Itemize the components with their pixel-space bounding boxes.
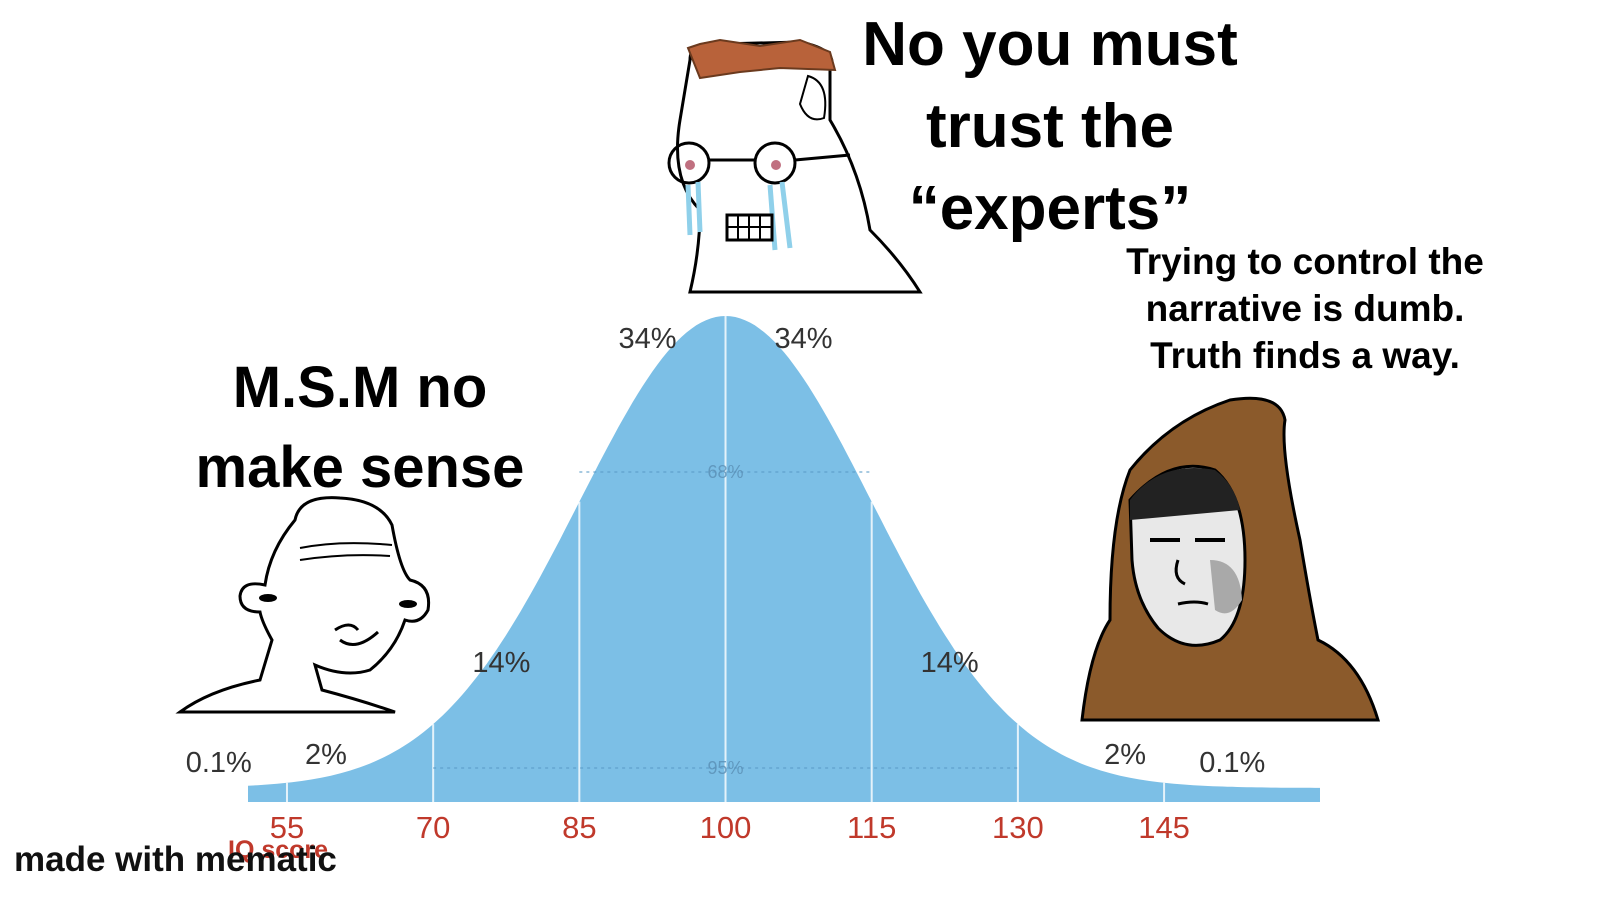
x-tick-label: 130: [992, 810, 1044, 845]
right-caption: Trying to control the narrative is dumb.…: [1126, 241, 1484, 376]
segment-label: 2%: [305, 739, 347, 771]
x-tick-label: 115: [847, 810, 896, 845]
bell-curve-area: [248, 316, 1320, 802]
range-label: 68%: [708, 462, 744, 482]
segment-label: 14%: [921, 647, 979, 679]
segment-label: 0.1%: [1199, 747, 1265, 779]
bell-curve-chart: 68% 95% 0.1% 2% 14% 34% 34% 14% 2% 0.1% 55 70 85 100 1…: [186, 316, 1320, 845]
left-caption: M.S.M no make sense: [195, 355, 525, 500]
segment-label: 14%: [472, 647, 530, 679]
x-tick-label: 55: [270, 810, 304, 845]
top-caption: No you must trust the “experts”: [862, 10, 1238, 243]
x-tick-label: 70: [416, 810, 450, 845]
range-label: 95%: [708, 758, 744, 778]
x-tick-label: 85: [562, 810, 596, 845]
segment-label: 34%: [774, 323, 832, 355]
hooded-wojak-icon: [1080, 396, 1381, 722]
segment-label: 2%: [1104, 739, 1146, 771]
segment-label: 0.1%: [186, 747, 252, 779]
x-axis-title: IQ score: [228, 836, 329, 864]
x-tick-label: 100: [700, 810, 752, 845]
grinning-wojak-icon: [175, 496, 431, 714]
segment-label: 34%: [619, 323, 677, 355]
crying-wojak-glasses-icon: [667, 38, 923, 294]
watermark: made with mematic: [14, 840, 337, 879]
x-tick-label: 145: [1138, 810, 1190, 845]
